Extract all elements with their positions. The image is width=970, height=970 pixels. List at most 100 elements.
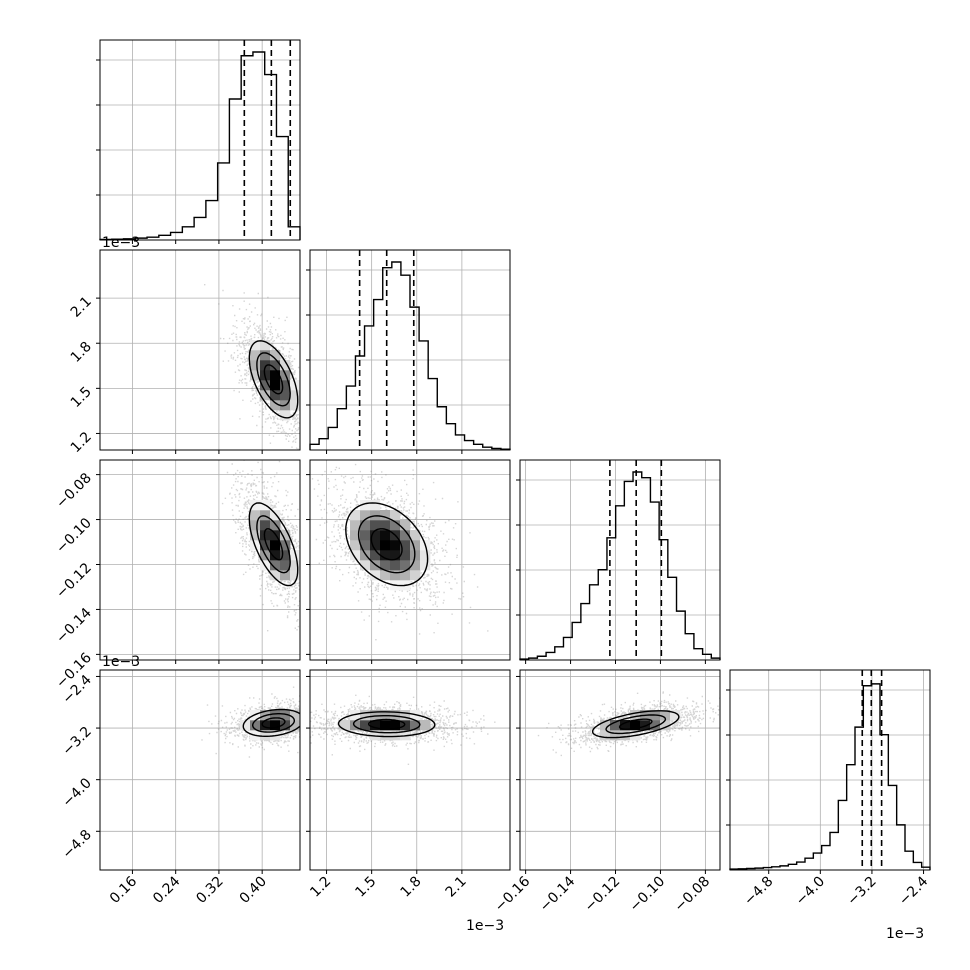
density-cell [410,720,421,731]
contour-line [352,715,421,734]
panel-frame [309,249,511,451]
density-cell [630,710,641,721]
density-cell [410,540,421,551]
y-tick-label: −3.2 [59,724,94,759]
histogram-panel-1 [96,39,301,241]
density-cell [260,340,271,351]
x-tick-label: 1.2 [307,874,334,901]
density-cell [290,570,300,581]
contour-line [263,364,284,395]
panel-frame [309,459,511,661]
x-tick-label: −0.08 [672,874,714,916]
density-cell [250,370,261,381]
y-tick-label: 1.2 [68,429,95,456]
density-cell [270,570,281,581]
density-cell [370,550,381,561]
density-cell [340,720,351,731]
density-cell [260,540,271,551]
density-cell [290,400,300,411]
density-cell [660,720,671,731]
pair-panel-1-2 [99,249,301,451]
contour-line [605,714,667,735]
panel-frame [729,669,931,871]
density-cell [280,720,291,731]
histogram-step-line [309,261,511,450]
y-tick-label: −0.10 [53,515,95,557]
density-cell [250,720,261,731]
density-cell [660,710,671,721]
x-tick-label: 0.40 [237,874,270,907]
density-cell [250,530,261,541]
density-cell [370,720,381,731]
contour-line [242,708,300,737]
x-tick-label: −2.4 [896,873,931,908]
density-cell [370,540,381,551]
contour-line [261,717,286,729]
density-cell [250,500,261,511]
contour-line [370,528,403,561]
density-cell [600,730,611,741]
panel-content [204,284,300,450]
density-cell [390,550,401,561]
density-cell [670,710,681,721]
density-cell [350,520,361,531]
pair-panel-2-4 [309,669,511,871]
density-cell [270,560,281,571]
x-tick-label: −4.8 [741,874,776,909]
x-tick-label: 0.32 [193,874,226,907]
density-cell [270,360,281,371]
pair-panel-1-3 [99,459,301,661]
density-cell [350,720,361,731]
density-cell [420,560,431,571]
density-cell [370,570,381,581]
panel-frame [99,669,301,871]
density-cell [280,380,291,391]
density-cell [610,730,621,741]
density-cell [260,390,271,401]
density-cell [270,390,281,401]
density-cell [390,720,401,731]
contour-line [345,502,429,587]
density-cell [350,710,361,721]
density-cell [270,540,281,551]
density-cell [400,520,411,531]
pair-panel-1-4 [99,669,301,871]
y-tick-label: −0.08 [53,470,95,512]
contour-line [263,528,284,561]
panel-content [201,686,300,758]
x-tick-label: −0.16 [492,873,534,915]
density-cell [250,340,261,351]
density-cell [380,730,391,741]
density-cell [400,540,411,551]
x-tick-label: −4.0 [793,874,828,909]
contour-line [357,515,416,574]
density-cell [390,730,401,741]
panel-content [537,691,720,757]
density-cell [360,540,371,551]
density-cell [270,720,281,731]
density-cell [280,390,291,401]
density-cell [650,720,661,731]
density-cell [260,350,271,361]
density-cell [270,350,281,361]
density-cell [410,530,421,541]
density-cell [250,350,261,361]
contour-line [591,710,680,739]
x-tick-label: 1.5 [352,874,379,901]
density-cell [360,500,371,511]
contour-line [256,352,291,407]
density-cell [370,520,381,531]
density-cell [290,390,300,401]
density-cell [280,550,291,561]
pair-panel-2-3 [309,459,511,661]
density-cell [270,520,281,531]
density-cell [250,510,261,521]
density-cell [290,560,300,571]
density-cell [270,550,281,561]
density-cell [620,730,631,741]
density-cell [360,550,371,561]
panel-frame [99,249,301,451]
density-cell [380,520,391,531]
x-tick-label: 1.8 [398,874,425,901]
contour-line [368,718,406,730]
